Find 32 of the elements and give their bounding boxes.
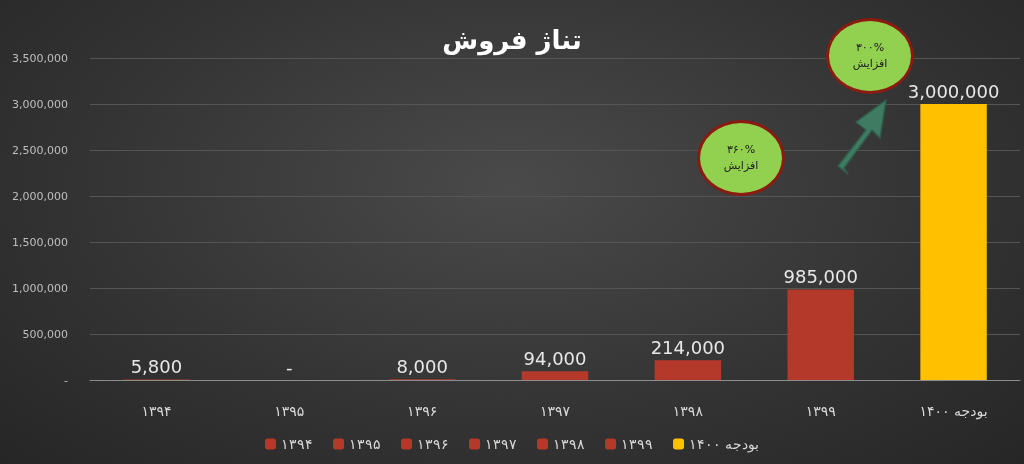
data-label: 8,000 — [396, 355, 448, 377]
data-label: 3,000,000 — [907, 80, 1000, 102]
legend-label: ۱۳۹۷ — [485, 436, 518, 452]
y-tick-label: 3,000,000 — [12, 97, 68, 111]
y-tick-label: - — [64, 373, 69, 387]
data-label: 214,000 — [650, 336, 726, 358]
x-tick-label: ۱۳۹۶ — [407, 403, 438, 419]
legend-label: ۱۳۹۹ — [621, 436, 654, 452]
legend-label: ۱۳۹۴ — [281, 436, 314, 452]
x-tick-label: ۱۳۹۸ — [672, 403, 704, 419]
y-tick-label: 1,500,000 — [12, 235, 68, 249]
legend-label: بودجه ۱۴۰۰ — [689, 436, 759, 453]
x-tick-label: ۱۳۹۵ — [274, 403, 305, 419]
data-label: 94,000 — [523, 347, 587, 369]
data-label: 985,000 — [783, 265, 858, 287]
chart-title: تناژ فروش — [442, 25, 582, 56]
data-label: - — [286, 356, 293, 378]
data-label: 5,800 — [130, 355, 183, 377]
annotation: ۳۶۰% افزایش — [722, 142, 760, 174]
x-tick-label: ۱۳۹۹ — [805, 403, 836, 419]
y-tick-label: 2,000,000 — [12, 189, 68, 203]
legend-label: ۱۳۹۶ — [417, 436, 450, 452]
x-tick-label: ۱۳۹۴ — [141, 403, 172, 419]
legend-label: ۱۳۹۵ — [349, 436, 382, 452]
annotation: ۳۰۰% افزایش — [851, 40, 889, 72]
y-tick-label: 2,500,000 — [12, 143, 68, 157]
y-tick-label: 3,500,000 — [12, 51, 68, 65]
legend-label: ۱۳۹۸ — [553, 436, 586, 452]
y-tick-label: 500,000 — [22, 327, 68, 341]
y-tick-label: 1,000,000 — [12, 281, 68, 295]
x-tick-label: ۱۳۹۷ — [539, 403, 571, 419]
x-tick-label: بودجه ۱۴۰۰ — [919, 403, 988, 420]
